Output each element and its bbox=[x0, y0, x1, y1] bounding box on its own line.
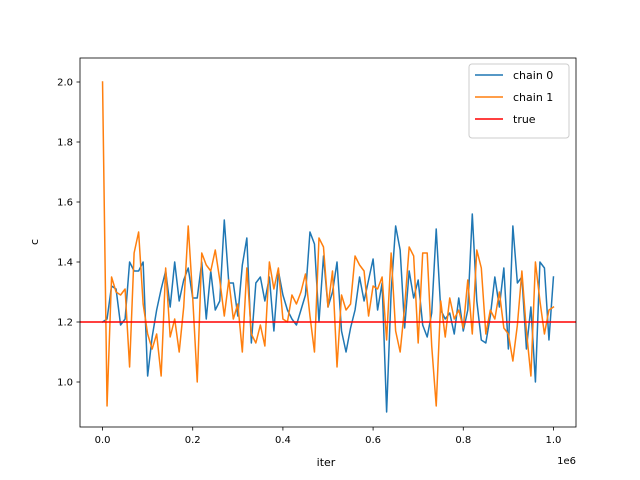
plot-area bbox=[80, 81, 576, 413]
x-tick-label: 0.6 bbox=[365, 435, 381, 446]
y-tick-label: 1.6 bbox=[57, 198, 73, 209]
y-tick-label: 1.8 bbox=[57, 138, 73, 149]
x-tick-label: 0.8 bbox=[455, 435, 471, 446]
x-axis-label: iter bbox=[317, 456, 336, 469]
series-line-1 bbox=[101, 81, 555, 407]
y-tick-label: 1.0 bbox=[57, 378, 73, 389]
legend-label-0: chain 0 bbox=[513, 69, 553, 82]
y-tick-label: 1.4 bbox=[57, 258, 73, 269]
axes-frame bbox=[79, 57, 577, 428]
axes: 0.0 0.2 0.4 0.6 0.8 1.0 1.0 1.2 1.4 1.6 1.8 2.0 bbox=[57, 57, 577, 446]
y-tick-label: 1.2 bbox=[57, 318, 73, 329]
legend-label-1: chain 1 bbox=[513, 91, 553, 104]
x-tick-label: 1.0 bbox=[546, 435, 562, 446]
x-tick-label: 0.4 bbox=[275, 435, 291, 446]
y-tick-label: 2.0 bbox=[57, 78, 73, 89]
legend-label-2: true bbox=[513, 113, 536, 126]
y-axis-label: c bbox=[28, 239, 41, 245]
x-tick-label: 0.2 bbox=[185, 435, 201, 446]
legend: chain 0 chain 1 true bbox=[468, 63, 570, 139]
x-tick-label: 0.0 bbox=[95, 435, 111, 446]
x-axis-offset-label: 1e6 bbox=[557, 456, 576, 467]
